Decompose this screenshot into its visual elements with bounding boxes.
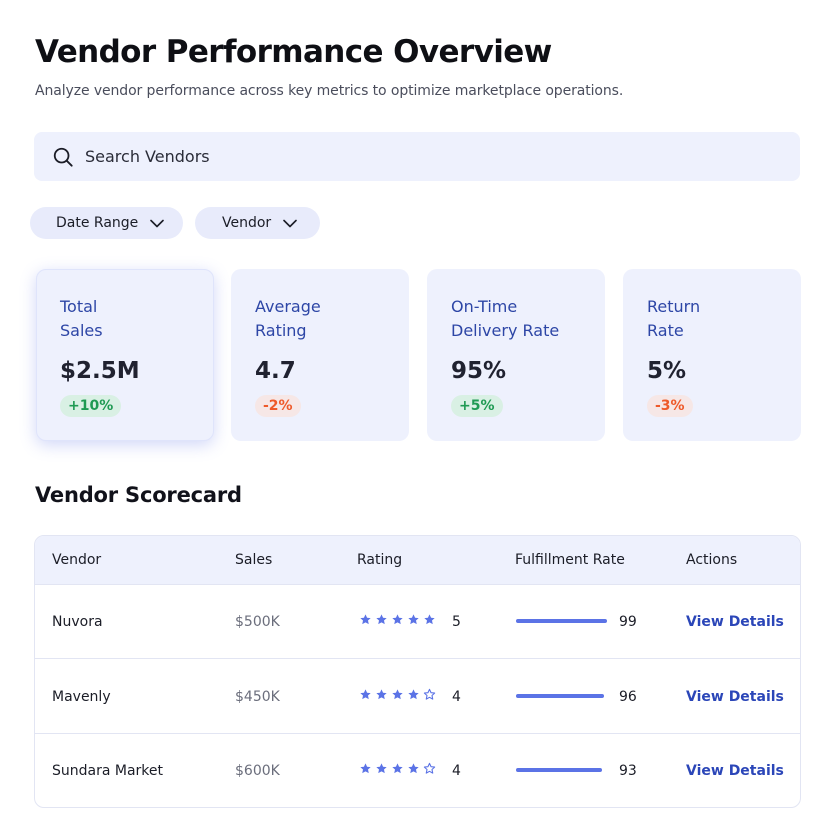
star-filled-icon: [408, 763, 419, 774]
kpi-card-on-time-delivery[interactable]: On-Time Delivery Rate 95% +5%: [427, 269, 605, 441]
column-header-actions: Actions: [686, 552, 738, 568]
kpi-card-return-rate[interactable]: Return Rate 5% -3%: [623, 269, 801, 441]
column-header-vendor[interactable]: Vendor: [52, 552, 102, 568]
table-header: Vendor Sales Rating Fulfillment Rate Act…: [35, 536, 800, 585]
kpi-value: 5%: [647, 358, 687, 384]
filter-label: Vendor: [222, 215, 272, 231]
search-icon: [53, 147, 73, 167]
page-subtitle: Analyze vendor performance across key me…: [35, 83, 624, 99]
vendor-name: Mavenly: [52, 689, 111, 705]
date-range-filter[interactable]: Date Range: [30, 207, 183, 239]
filter-label: Date Range: [56, 215, 139, 231]
kpi-value: $2.5M: [60, 358, 140, 384]
view-details-link[interactable]: View Details: [686, 763, 784, 779]
star-filled-icon: [408, 689, 419, 700]
star-filled-icon: [392, 763, 403, 774]
vendor-scorecard-table: Vendor Sales Rating Fulfillment Rate Act…: [34, 535, 801, 808]
star-filled-icon: [392, 614, 403, 625]
fulfillment-value: 96: [619, 689, 637, 705]
star-filled-icon: [360, 689, 371, 700]
kpi-card-total-sales[interactable]: Total Sales $2.5M +10%: [36, 269, 214, 441]
star-rating: [359, 613, 436, 626]
vendor-name: Nuvora: [52, 614, 103, 630]
table-row: Nuvora $500K 5 99 View Details: [35, 585, 800, 659]
star-filled-icon: [424, 614, 435, 625]
fulfillment-bar: [516, 694, 605, 698]
view-details-link[interactable]: View Details: [686, 614, 784, 630]
star-filled-icon: [376, 763, 387, 774]
vendor-filter[interactable]: Vendor: [195, 207, 320, 239]
rating-value: 4: [452, 763, 461, 779]
vendor-name: Sundara Market: [52, 763, 164, 779]
kpi-change-badge: -2%: [255, 395, 301, 417]
section-title-vendor-scorecard: Vendor Scorecard: [35, 483, 242, 507]
vendor-sales: $450K: [235, 689, 280, 705]
kpi-label: On-Time Delivery Rate: [451, 297, 560, 340]
fulfillment-value: 99: [619, 614, 637, 630]
search-input[interactable]: Search Vendors: [34, 132, 800, 181]
star-filled-icon: [408, 614, 419, 625]
fulfillment-bar: [516, 768, 602, 772]
rating-value: 4: [452, 689, 461, 705]
kpi-value: 95%: [451, 358, 507, 384]
rating-value: 5: [452, 614, 461, 630]
kpi-label: Average Rating: [255, 297, 321, 340]
star-filled-icon: [360, 614, 371, 625]
star-outline-icon: [423, 762, 436, 774]
column-header-rating[interactable]: Rating: [357, 552, 403, 568]
column-header-sales[interactable]: Sales: [235, 552, 273, 568]
chevron-down-icon: [150, 219, 165, 227]
star-filled-icon: [360, 763, 371, 774]
vendor-sales: $500K: [235, 614, 280, 630]
vendor-sales: $600K: [235, 763, 280, 779]
kpi-value: 4.7: [255, 358, 296, 384]
star-outline-icon: [423, 688, 436, 700]
page-title: Vendor Performance Overview: [35, 34, 552, 70]
star-filled-icon: [376, 614, 387, 625]
kpi-label: Return Rate: [647, 297, 701, 340]
kpi-label: Total Sales: [60, 297, 103, 340]
table-row: Mavenly $450K 4 96 View Details: [35, 660, 800, 734]
kpi-change-badge: +10%: [60, 395, 122, 417]
chevron-down-icon: [283, 219, 297, 227]
fulfillment-bar: [516, 619, 608, 623]
star-filled-icon: [392, 689, 403, 700]
star-rating: [359, 688, 436, 701]
star-rating: [359, 762, 436, 775]
star-filled-icon: [376, 689, 387, 700]
kpi-change-badge: -3%: [647, 395, 693, 417]
search-placeholder: Search Vendors: [85, 147, 210, 166]
column-header-fulfillment-rate[interactable]: Fulfillment Rate: [515, 552, 625, 568]
kpi-change-badge: +5%: [451, 395, 503, 417]
table-row: Sundara Market $600K 4 93 View Details: [35, 734, 800, 807]
fulfillment-value: 93: [619, 763, 637, 779]
view-details-link[interactable]: View Details: [686, 689, 784, 705]
kpi-card-average-rating[interactable]: Average Rating 4.7 -2%: [231, 269, 409, 441]
